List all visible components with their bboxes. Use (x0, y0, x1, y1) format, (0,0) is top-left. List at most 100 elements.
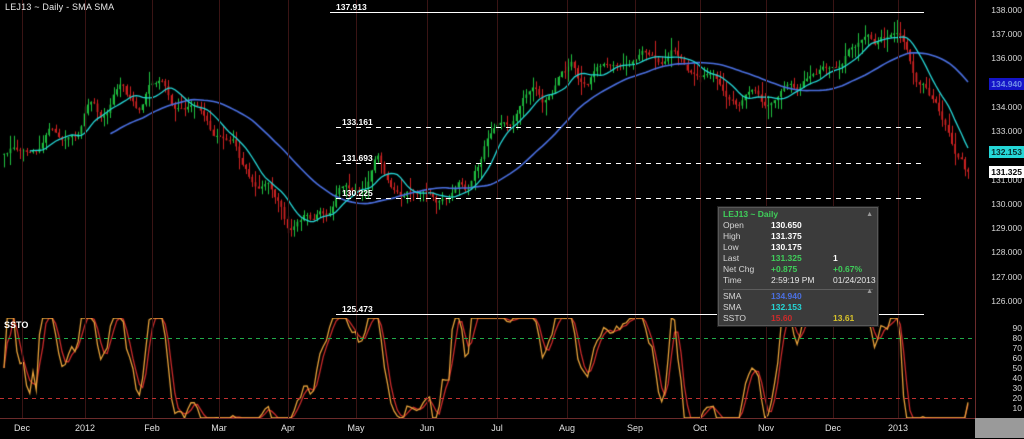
ssto-gridline-v (766, 318, 767, 418)
quote-tooltip-title: LEJ13 ~ Daily (723, 209, 779, 219)
price-chart-pane[interactable]: 137.913 133.161 131.693 130.225 125.473 (0, 0, 975, 318)
quote-extra: +0.67% (833, 264, 863, 274)
quote-tooltip-header[interactable]: LEJ13 ~ Daily ▲ (719, 208, 877, 220)
ssto-gridline-v (635, 318, 636, 418)
level-line-133161-label: 133.161 (342, 117, 373, 128)
quote-tooltip[interactable]: LEJ13 ~ Daily ▲ Open 130.650 High 131.375 Lo… (718, 207, 878, 326)
study-value: 134.940 (771, 291, 802, 301)
ssto-gridline-v (288, 318, 289, 418)
quote-row: Low 130.175 (723, 242, 873, 253)
time-tick: 2013 (887, 423, 909, 433)
last-price-badge[interactable]: 131.325 (989, 165, 1024, 178)
time-tick: Aug (558, 423, 576, 433)
sma-slow-badge[interactable]: 132.153 (989, 145, 1024, 158)
study-row: SMA 132.153 (723, 302, 873, 313)
level-line-133161[interactable] (336, 127, 924, 129)
price-gridline-v (567, 0, 568, 318)
ssto-gridline-v (152, 318, 153, 418)
level-line-130225[interactable] (336, 198, 924, 200)
study-key: SMA (723, 291, 742, 301)
overbought-line (0, 338, 975, 339)
price-tick: 130.000 (991, 198, 1022, 209)
price-tick: 128.000 (991, 247, 1022, 258)
price-tick: 134.000 (991, 101, 1022, 112)
time-tick: Jun (419, 423, 435, 433)
level-line-131693[interactable] (336, 162, 924, 164)
level-line-130225-label: 130.225 (342, 188, 373, 199)
quote-tooltip-rows: Open 130.650 High 131.375 Low 130.175 Last 131.… (719, 220, 877, 287)
ssto-chart-pane[interactable]: SSTO (0, 318, 975, 418)
study-row: SMA 134.940 (723, 291, 873, 302)
price-tick: 137.000 (991, 28, 1022, 39)
price-tick: 138.000 (991, 4, 1022, 15)
resistance-line-137913-label: 137.913 (336, 1, 367, 12)
price-tick: 126.000 (991, 296, 1022, 306)
quote-tooltip-study-rows: SMA 134.940 SMA 132.153 SSTO 15.60 13.61 (719, 291, 877, 325)
price-gridline-v (356, 0, 357, 318)
price-gridline-v (22, 0, 23, 318)
study-key: SSTO (723, 313, 746, 323)
ssto-tick: 50 (1012, 363, 1022, 373)
ssto-gridline-v (427, 318, 428, 418)
ssto-gridline-v (22, 318, 23, 418)
price-tick: 136.000 (991, 53, 1022, 64)
time-tick: Apr (280, 423, 296, 433)
time-tick: Jul (491, 423, 503, 433)
ssto-gridline-v (356, 318, 357, 418)
studies-collapse-caret-icon[interactable]: ▲ (866, 288, 873, 295)
ssto-tick: 20 (1012, 393, 1022, 403)
price-gridline-v (288, 0, 289, 318)
level-line-131693-label: 131.693 (342, 152, 373, 163)
quote-row: Net Chg +0.875 +0.67% (723, 264, 873, 275)
ssto-tick: 80 (1012, 333, 1022, 343)
study-value: 15.60 (771, 313, 793, 323)
ssto-canvas[interactable] (0, 318, 975, 418)
price-gridline-v (152, 0, 153, 318)
sma-fast-badge[interactable]: 134.940 (989, 77, 1024, 90)
price-gridline-v (427, 0, 428, 318)
price-tick: 133.000 (991, 126, 1022, 137)
price-gridline-v (497, 0, 498, 318)
collapse-caret-icon[interactable]: ▲ (866, 210, 873, 218)
quote-row: Open 130.650 (723, 220, 873, 231)
price-gridline-v (219, 0, 220, 318)
study-value: 132.153 (771, 302, 802, 312)
ssto-axis[interactable]: 90 80 70 60 50 40 30 20 10 (975, 318, 1024, 418)
quote-value: 131.375 (771, 231, 802, 241)
ssto-gridline-v (219, 318, 220, 418)
price-axis[interactable]: 138.000137.000136.000135.000134.000133.0… (975, 0, 1024, 318)
ssto-tick: 70 (1012, 343, 1022, 353)
time-tick: Oct (692, 423, 708, 433)
quote-row: High 131.375 (723, 231, 873, 242)
ssto-gridline-v (497, 318, 498, 418)
time-tick: Nov (757, 423, 775, 433)
axis-corner-box[interactable] (975, 418, 1024, 438)
quote-row: Last 131.325 1 (723, 253, 873, 264)
quote-value: 130.175 (771, 242, 802, 252)
price-gridline-v (766, 0, 767, 318)
price-gridline-v (898, 0, 899, 318)
price-gridline-v (700, 0, 701, 318)
time-tick: Feb (144, 423, 160, 433)
ssto-tick: 40 (1012, 373, 1022, 383)
quote-value: 2:59:19 PM (771, 275, 815, 285)
resistance-line-137913[interactable] (330, 11, 924, 13)
price-gridline-v (833, 0, 834, 318)
time-tick: Dec (824, 423, 842, 433)
ssto-tick: 60 (1012, 353, 1022, 363)
study-key: SMA (723, 302, 742, 312)
price-gridline-v (85, 0, 86, 318)
ssto-gridline-v (898, 318, 899, 418)
quote-key: Last (723, 253, 740, 263)
quote-tooltip-divider: ▲ (723, 288, 873, 295)
quote-value: 130.650 (771, 220, 802, 230)
quote-row: Time 2:59:19 PM 01/24/2013 (723, 275, 876, 286)
quote-value: 131.325 (771, 253, 802, 263)
support-line-125473[interactable] (336, 313, 924, 315)
quote-value: +0.875 (771, 264, 798, 274)
study-row: SSTO 15.60 13.61 (723, 313, 873, 324)
time-axis[interactable]: Dec 2012 Feb Mar Apr May Jun Jul Aug Sep Oct Nov Dec… (0, 418, 975, 439)
quote-key: Open (723, 220, 744, 230)
ssto-tick: 30 (1012, 383, 1022, 393)
